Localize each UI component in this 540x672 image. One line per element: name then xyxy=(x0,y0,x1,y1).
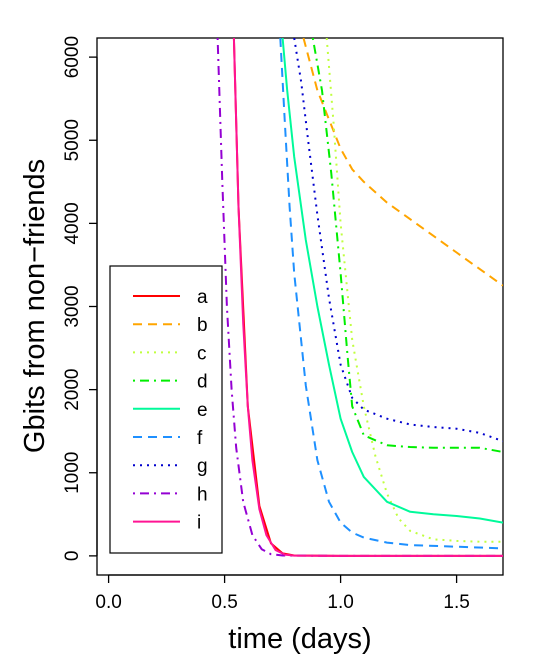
series-line-b xyxy=(302,38,503,287)
x-axis-title: time (days) xyxy=(228,623,371,655)
legend-label-a: a xyxy=(197,287,208,308)
legend-label-g: g xyxy=(197,456,208,477)
x-tick-label: 0.5 xyxy=(211,592,237,613)
y-tick-label: 1000 xyxy=(62,452,83,494)
legend-label-c: c xyxy=(197,343,207,364)
x-axis: 0.0 0.5 1.0 1.5 xyxy=(95,574,470,613)
series-line-f xyxy=(279,38,503,550)
y-axis-title: Gbits from non−friends xyxy=(19,159,51,453)
x-tick-label: 0.0 xyxy=(95,592,121,613)
y-tick-label: 4000 xyxy=(62,202,83,244)
legend-label-i: i xyxy=(197,513,201,534)
y-tick-label: 5000 xyxy=(62,119,83,161)
y-tick-label: 6000 xyxy=(62,36,83,78)
series-line-c xyxy=(325,38,503,543)
series-line-i xyxy=(232,38,503,557)
x-tick-label: 1.0 xyxy=(327,592,353,613)
legend-label-b: b xyxy=(197,315,208,336)
legend-label-d: d xyxy=(197,372,208,393)
series-line-a xyxy=(232,38,503,557)
x-tick-label: 1.5 xyxy=(443,592,469,613)
y-tick-label: 0 xyxy=(62,551,83,562)
y-axis: 0 1000 2000 3000 4000 5000 6000 xyxy=(62,36,98,562)
y-tick-label: 3000 xyxy=(62,285,83,327)
series-layer xyxy=(216,38,503,557)
series-line-e xyxy=(281,38,503,524)
series-line-d xyxy=(311,38,503,453)
series-line-g xyxy=(293,38,503,443)
legend-label-e: e xyxy=(197,400,208,421)
series-line-h xyxy=(216,38,503,557)
y-tick-label: 2000 xyxy=(62,368,83,410)
legend-label-h: h xyxy=(197,484,208,505)
legend-label-f: f xyxy=(197,428,203,449)
